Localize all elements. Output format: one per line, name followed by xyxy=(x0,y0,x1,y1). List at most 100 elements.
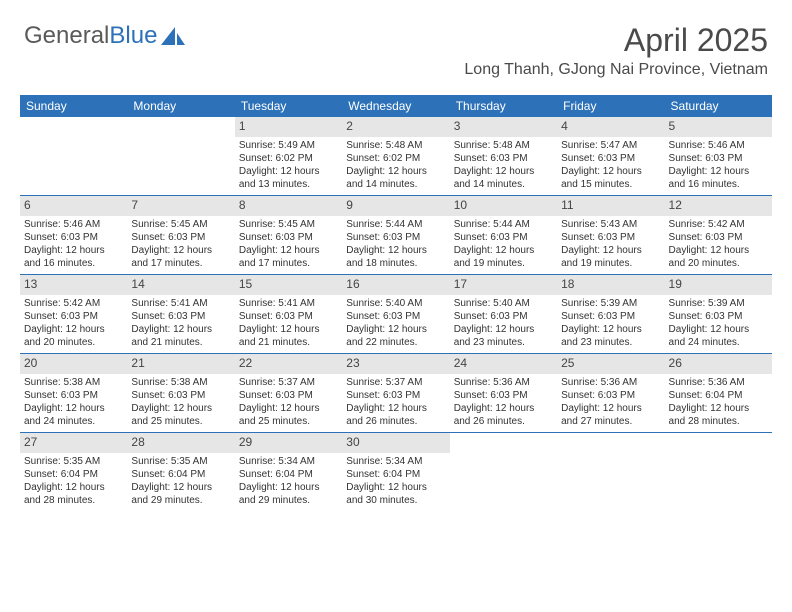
calendar-cell: 2Sunrise: 5:48 AMSunset: 6:02 PMDaylight… xyxy=(342,117,449,195)
daylight-text: Daylight: 12 hours and 19 minutes. xyxy=(561,244,660,270)
daylight-text: Daylight: 12 hours and 16 minutes. xyxy=(669,165,768,191)
calendar-week: 1Sunrise: 5:49 AMSunset: 6:02 PMDaylight… xyxy=(20,117,772,195)
daylight-text: Daylight: 12 hours and 15 minutes. xyxy=(561,165,660,191)
daylight-text: Daylight: 12 hours and 13 minutes. xyxy=(239,165,338,191)
sunrise-text: Sunrise: 5:45 AM xyxy=(131,218,230,231)
day-details: Sunrise: 5:34 AMSunset: 6:04 PMDaylight:… xyxy=(342,455,449,511)
day-number: 29 xyxy=(235,433,342,453)
day-number: 30 xyxy=(342,433,449,453)
sunset-text: Sunset: 6:03 PM xyxy=(561,310,660,323)
calendar-cell: 29Sunrise: 5:34 AMSunset: 6:04 PMDayligh… xyxy=(235,433,342,511)
day-number: 14 xyxy=(127,275,234,295)
daylight-text: Daylight: 12 hours and 20 minutes. xyxy=(24,323,123,349)
sunset-text: Sunset: 6:03 PM xyxy=(131,389,230,402)
day-details: Sunrise: 5:40 AMSunset: 6:03 PMDaylight:… xyxy=(342,297,449,353)
calendar-cell: 17Sunrise: 5:40 AMSunset: 6:03 PMDayligh… xyxy=(450,275,557,353)
sunrise-text: Sunrise: 5:40 AM xyxy=(346,297,445,310)
day-number: 23 xyxy=(342,354,449,374)
calendar-cell: 22Sunrise: 5:37 AMSunset: 6:03 PMDayligh… xyxy=(235,354,342,432)
day-number: 21 xyxy=(127,354,234,374)
daylight-text: Daylight: 12 hours and 23 minutes. xyxy=(561,323,660,349)
calendar-cell: 7Sunrise: 5:45 AMSunset: 6:03 PMDaylight… xyxy=(127,196,234,274)
calendar-cell: 23Sunrise: 5:37 AMSunset: 6:03 PMDayligh… xyxy=(342,354,449,432)
weekday-label: Friday xyxy=(557,95,664,117)
sunrise-text: Sunrise: 5:34 AM xyxy=(239,455,338,468)
calendar-cell xyxy=(450,433,557,511)
calendar-cell xyxy=(20,117,127,195)
sunset-text: Sunset: 6:03 PM xyxy=(346,310,445,323)
day-details: Sunrise: 5:42 AMSunset: 6:03 PMDaylight:… xyxy=(665,218,772,274)
daylight-text: Daylight: 12 hours and 25 minutes. xyxy=(239,402,338,428)
day-details: Sunrise: 5:45 AMSunset: 6:03 PMDaylight:… xyxy=(127,218,234,274)
calendar-cell xyxy=(665,433,772,511)
day-details: Sunrise: 5:46 AMSunset: 6:03 PMDaylight:… xyxy=(665,139,772,195)
day-number: 19 xyxy=(665,275,772,295)
weekday-label: Sunday xyxy=(20,95,127,117)
weekday-label: Thursday xyxy=(450,95,557,117)
day-details: Sunrise: 5:48 AMSunset: 6:02 PMDaylight:… xyxy=(342,139,449,195)
calendar-cell: 11Sunrise: 5:43 AMSunset: 6:03 PMDayligh… xyxy=(557,196,664,274)
daylight-text: Daylight: 12 hours and 14 minutes. xyxy=(346,165,445,191)
day-number: 20 xyxy=(20,354,127,374)
day-details: Sunrise: 5:44 AMSunset: 6:03 PMDaylight:… xyxy=(342,218,449,274)
calendar-week: 6Sunrise: 5:46 AMSunset: 6:03 PMDaylight… xyxy=(20,195,772,274)
sunrise-text: Sunrise: 5:45 AM xyxy=(239,218,338,231)
day-details: Sunrise: 5:42 AMSunset: 6:03 PMDaylight:… xyxy=(20,297,127,353)
day-details: Sunrise: 5:39 AMSunset: 6:03 PMDaylight:… xyxy=(557,297,664,353)
day-details: Sunrise: 5:36 AMSunset: 6:03 PMDaylight:… xyxy=(450,376,557,432)
sunset-text: Sunset: 6:03 PM xyxy=(346,231,445,244)
day-number: 10 xyxy=(450,196,557,216)
calendar-cell: 18Sunrise: 5:39 AMSunset: 6:03 PMDayligh… xyxy=(557,275,664,353)
sunrise-text: Sunrise: 5:46 AM xyxy=(669,139,768,152)
calendar-cell: 13Sunrise: 5:42 AMSunset: 6:03 PMDayligh… xyxy=(20,275,127,353)
sunset-text: Sunset: 6:04 PM xyxy=(24,468,123,481)
calendar-cell: 3Sunrise: 5:48 AMSunset: 6:03 PMDaylight… xyxy=(450,117,557,195)
daylight-text: Daylight: 12 hours and 17 minutes. xyxy=(239,244,338,270)
sunset-text: Sunset: 6:03 PM xyxy=(131,231,230,244)
daylight-text: Daylight: 12 hours and 29 minutes. xyxy=(131,481,230,507)
daylight-text: Daylight: 12 hours and 30 minutes. xyxy=(346,481,445,507)
daylight-text: Daylight: 12 hours and 14 minutes. xyxy=(454,165,553,191)
sunrise-text: Sunrise: 5:35 AM xyxy=(131,455,230,468)
sunset-text: Sunset: 6:04 PM xyxy=(346,468,445,481)
day-details: Sunrise: 5:35 AMSunset: 6:04 PMDaylight:… xyxy=(127,455,234,511)
sunset-text: Sunset: 6:03 PM xyxy=(346,389,445,402)
day-details: Sunrise: 5:34 AMSunset: 6:04 PMDaylight:… xyxy=(235,455,342,511)
day-details: Sunrise: 5:44 AMSunset: 6:03 PMDaylight:… xyxy=(450,218,557,274)
sunrise-text: Sunrise: 5:36 AM xyxy=(669,376,768,389)
daylight-text: Daylight: 12 hours and 24 minutes. xyxy=(24,402,123,428)
weekday-header: SundayMondayTuesdayWednesdayThursdayFrid… xyxy=(20,95,772,117)
sunrise-text: Sunrise: 5:41 AM xyxy=(131,297,230,310)
calendar-cell: 27Sunrise: 5:35 AMSunset: 6:04 PMDayligh… xyxy=(20,433,127,511)
sunset-text: Sunset: 6:04 PM xyxy=(669,389,768,402)
sunset-text: Sunset: 6:02 PM xyxy=(239,152,338,165)
daylight-text: Daylight: 12 hours and 21 minutes. xyxy=(131,323,230,349)
weekday-label: Wednesday xyxy=(342,95,449,117)
sunrise-text: Sunrise: 5:35 AM xyxy=(24,455,123,468)
sunrise-text: Sunrise: 5:38 AM xyxy=(131,376,230,389)
day-details: Sunrise: 5:46 AMSunset: 6:03 PMDaylight:… xyxy=(20,218,127,274)
day-number: 13 xyxy=(20,275,127,295)
day-details: Sunrise: 5:36 AMSunset: 6:03 PMDaylight:… xyxy=(557,376,664,432)
day-number: 3 xyxy=(450,117,557,137)
daylight-text: Daylight: 12 hours and 28 minutes. xyxy=(669,402,768,428)
calendar-cell: 16Sunrise: 5:40 AMSunset: 6:03 PMDayligh… xyxy=(342,275,449,353)
day-number: 6 xyxy=(20,196,127,216)
calendar-cell: 12Sunrise: 5:42 AMSunset: 6:03 PMDayligh… xyxy=(665,196,772,274)
sunrise-text: Sunrise: 5:49 AM xyxy=(239,139,338,152)
calendar-cell xyxy=(127,117,234,195)
day-details: Sunrise: 5:35 AMSunset: 6:04 PMDaylight:… xyxy=(20,455,127,511)
sunrise-text: Sunrise: 5:39 AM xyxy=(561,297,660,310)
day-number: 12 xyxy=(665,196,772,216)
sunset-text: Sunset: 6:03 PM xyxy=(24,389,123,402)
calendar-cell: 28Sunrise: 5:35 AMSunset: 6:04 PMDayligh… xyxy=(127,433,234,511)
sunrise-text: Sunrise: 5:36 AM xyxy=(454,376,553,389)
sunset-text: Sunset: 6:02 PM xyxy=(346,152,445,165)
daylight-text: Daylight: 12 hours and 22 minutes. xyxy=(346,323,445,349)
sunset-text: Sunset: 6:03 PM xyxy=(24,231,123,244)
daylight-text: Daylight: 12 hours and 17 minutes. xyxy=(131,244,230,270)
daylight-text: Daylight: 12 hours and 28 minutes. xyxy=(24,481,123,507)
day-number: 25 xyxy=(557,354,664,374)
calendar-week: 13Sunrise: 5:42 AMSunset: 6:03 PMDayligh… xyxy=(20,274,772,353)
sunset-text: Sunset: 6:03 PM xyxy=(454,231,553,244)
